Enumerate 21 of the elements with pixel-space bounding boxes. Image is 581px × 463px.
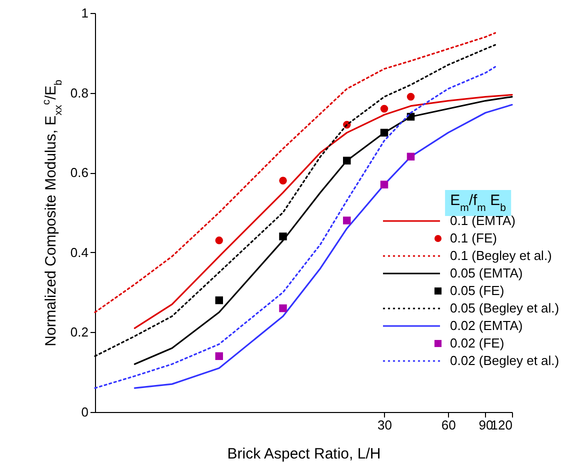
y-tick-label: 0.4: [70, 244, 88, 260]
legend-label: 0.05 (Begley et al.): [450, 300, 560, 316]
legend-title: E$_{m}$/f$_{m}$ E$_{b}$: [450, 192, 506, 214]
y-tick-label: 0.6: [70, 165, 88, 180]
y-tick-label: 0.2: [70, 324, 88, 340]
legend-label: 0.05 (FE): [450, 283, 504, 298]
y-tick-label: 0: [81, 404, 88, 420]
legend-label: 0.02 (FE): [450, 336, 504, 350]
x-tick-label: 120: [490, 418, 512, 432]
legend-label: 0.1 (FE): [450, 230, 497, 246]
y-tick-label: 0.8: [70, 85, 88, 100]
x-tick-label: 60: [441, 418, 456, 432]
x-axis-title: Brick Aspect Ratio, L/H: [227, 446, 381, 462]
x-tick-label: 30: [378, 418, 392, 432]
x-tick-label: 90: [478, 418, 494, 432]
y-tick-label: 1: [81, 6, 88, 20]
legend-label: 0.02 (EMTA): [450, 318, 523, 333]
legend-label: 0.05 (EMTA): [450, 266, 523, 280]
legend-label: 0.02 (Begley et al.): [450, 353, 560, 368]
legend-label: 0.1 (EMTA): [450, 213, 516, 228]
legend-label: 0.1 (Begley et al.): [450, 248, 552, 263]
